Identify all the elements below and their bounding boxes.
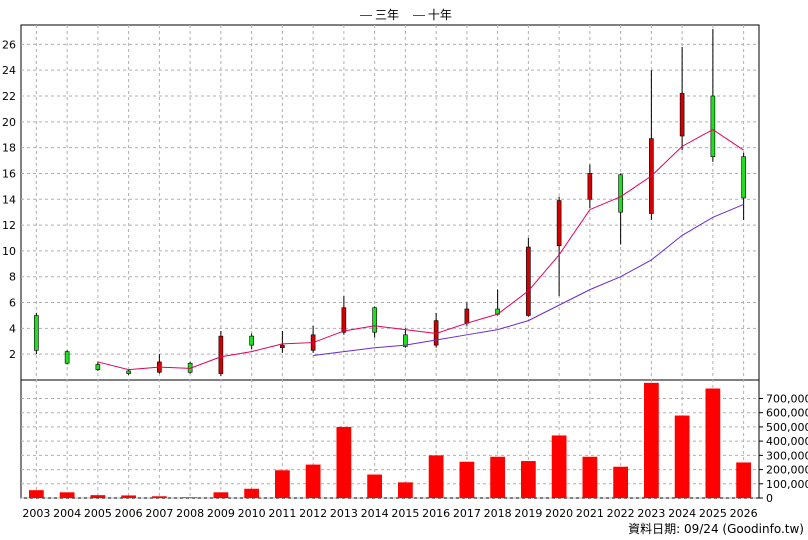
year-tick-label: 2009 bbox=[207, 507, 235, 520]
volume-bar bbox=[397, 482, 413, 498]
price-tick-label: 12 bbox=[2, 219, 16, 232]
year-tick-label: 2023 bbox=[637, 507, 665, 520]
volume-bar bbox=[213, 492, 229, 498]
candle-body bbox=[280, 344, 285, 349]
volume-bar bbox=[274, 470, 290, 498]
volume-tick-label: 100,000 bbox=[766, 478, 808, 491]
price-tick-label: 16 bbox=[2, 167, 16, 180]
year-tick-label: 2014 bbox=[361, 507, 389, 520]
volume-bar bbox=[459, 461, 475, 498]
year-tick-label: 2024 bbox=[668, 507, 696, 520]
candle-body bbox=[341, 307, 347, 333]
year-tick-label: 2003 bbox=[22, 507, 50, 520]
legend: 三年 十年 bbox=[360, 6, 462, 23]
volume-tick-label: 500,000 bbox=[766, 421, 808, 434]
year-tick-label: 2013 bbox=[330, 507, 358, 520]
year-tick-label: 2026 bbox=[730, 507, 758, 520]
ma10-line bbox=[313, 203, 744, 356]
volume-tick-label: 200,000 bbox=[766, 464, 808, 477]
volume-bar bbox=[490, 456, 506, 498]
candle-body bbox=[741, 156, 746, 199]
volume-bar bbox=[182, 497, 198, 498]
price-tick-label: 2 bbox=[9, 348, 16, 361]
legend-label-ma10: 十年 bbox=[427, 8, 452, 22]
candle-body bbox=[679, 93, 685, 137]
volume-bar bbox=[582, 456, 598, 498]
year-tick-label: 2015 bbox=[391, 507, 419, 520]
volume-bar bbox=[674, 415, 690, 498]
price-tick-label: 4 bbox=[9, 322, 16, 335]
year-tick-label: 2006 bbox=[115, 507, 143, 520]
ma10-swatch-icon bbox=[412, 15, 425, 16]
year-tick-label: 2018 bbox=[484, 507, 512, 520]
year-tick-label: 2011 bbox=[268, 507, 296, 520]
volume-bar bbox=[244, 488, 260, 498]
volume-bar bbox=[121, 495, 137, 498]
volume-bar bbox=[428, 455, 444, 498]
candle-body bbox=[556, 200, 562, 247]
price-tick-label: 10 bbox=[2, 245, 16, 258]
candle-body bbox=[372, 307, 377, 333]
volume-bar bbox=[367, 474, 383, 498]
price-tick-label: 24 bbox=[2, 64, 16, 77]
volume-bar bbox=[151, 496, 167, 498]
volume-bar bbox=[705, 388, 721, 498]
year-tick-label: 2004 bbox=[53, 507, 81, 520]
candle-body bbox=[710, 95, 716, 157]
ma3-line bbox=[97, 128, 744, 371]
candle-body bbox=[526, 246, 531, 316]
year-tick-label: 2017 bbox=[453, 507, 481, 520]
volume-bar bbox=[90, 495, 106, 498]
candle-body bbox=[126, 370, 131, 374]
candle-body bbox=[218, 335, 224, 374]
price-tick-label: 6 bbox=[9, 297, 16, 310]
volume-bar bbox=[643, 382, 659, 498]
ma3-swatch-icon bbox=[360, 15, 372, 16]
volume-bar bbox=[336, 426, 352, 498]
year-tick-label: 2016 bbox=[422, 507, 450, 520]
candle-body bbox=[403, 334, 408, 347]
volume-tick-label: 0 bbox=[766, 492, 773, 505]
year-tick-label: 2012 bbox=[299, 507, 327, 520]
year-tick-label: 2021 bbox=[576, 507, 604, 520]
candle-body bbox=[249, 335, 254, 346]
year-tick-label: 2008 bbox=[176, 507, 204, 520]
volume-bar bbox=[520, 461, 536, 498]
volume-bar bbox=[305, 464, 321, 498]
year-tick-label: 2007 bbox=[145, 507, 173, 520]
volume-bar bbox=[551, 435, 567, 498]
price-tick-label: 14 bbox=[2, 193, 16, 206]
year-tick-label: 2025 bbox=[699, 507, 727, 520]
legend-item-ma3: 三年 bbox=[360, 8, 399, 22]
year-tick-label: 2010 bbox=[238, 507, 266, 520]
price-tick-label: 26 bbox=[2, 38, 16, 51]
price-tick-label: 8 bbox=[9, 271, 16, 284]
volume-tick-label: 600,000 bbox=[766, 407, 808, 420]
candle-body bbox=[618, 174, 623, 213]
price-tick-label: 20 bbox=[2, 116, 16, 129]
volume-bar bbox=[28, 490, 44, 498]
candle-body bbox=[34, 315, 39, 351]
volume-bar bbox=[736, 462, 752, 498]
legend-label-ma3: 三年 bbox=[375, 8, 400, 22]
year-tick-label: 2022 bbox=[607, 507, 635, 520]
year-tick-label: 2020 bbox=[545, 507, 573, 520]
candle-body bbox=[464, 308, 470, 324]
candle-body bbox=[95, 364, 101, 370]
candle-body bbox=[587, 173, 593, 200]
price-tick-label: 22 bbox=[2, 90, 16, 103]
year-tick-label: 2005 bbox=[84, 507, 112, 520]
year-tick-label: 2019 bbox=[514, 507, 542, 520]
volume-bar bbox=[613, 466, 629, 498]
volume-tick-label: 400,000 bbox=[766, 435, 808, 448]
volume-bar bbox=[59, 492, 75, 498]
price-panel-frame bbox=[20, 24, 760, 381]
legend-item-ma10: 十年 bbox=[412, 8, 452, 22]
volume-tick-label: 700,000 bbox=[766, 392, 808, 405]
candle-body bbox=[64, 351, 70, 364]
data-date-footer: 資料日期: 09/24 (Goodinfo.tw) bbox=[628, 522, 804, 536]
price-tick-label: 18 bbox=[2, 142, 16, 155]
volume-tick-label: 300,000 bbox=[766, 449, 808, 462]
